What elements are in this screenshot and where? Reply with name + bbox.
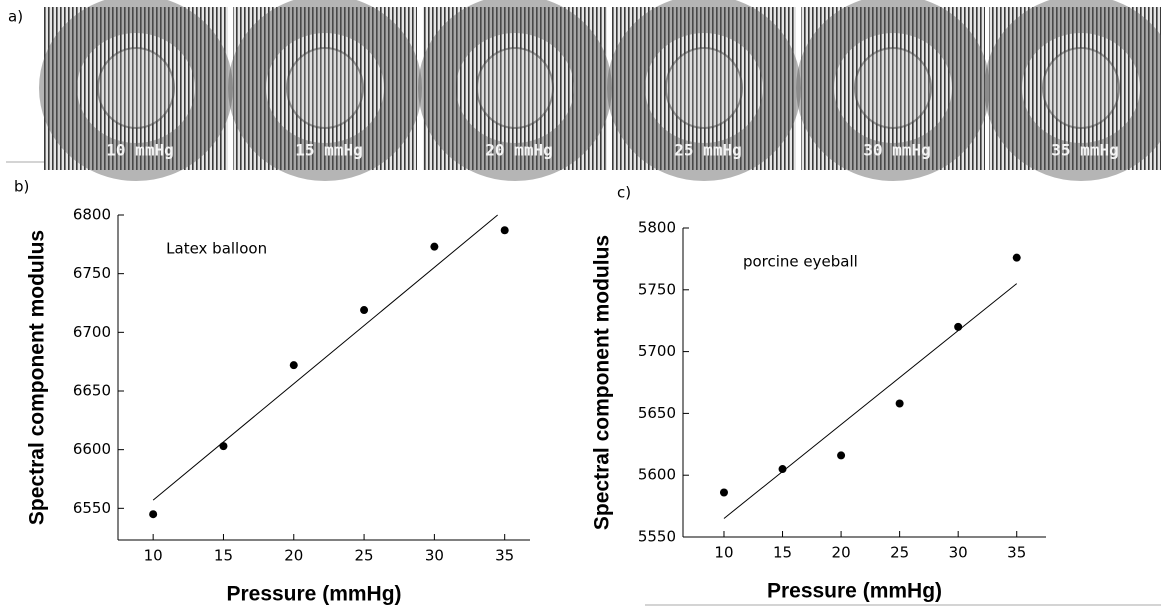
y-tick-label: 6550 <box>73 499 111 517</box>
point <box>837 451 845 459</box>
point <box>1013 254 1021 262</box>
y-tick-label: 5650 <box>638 404 676 422</box>
point <box>149 510 157 518</box>
y-tick-label: 5750 <box>638 280 676 298</box>
y-tick-label: 6800 <box>73 206 111 224</box>
point <box>501 226 509 234</box>
x-tick-label: 30 <box>425 547 444 565</box>
x-tick-label: 30 <box>949 544 968 562</box>
panel-label: c) <box>617 184 631 202</box>
ring-inner <box>855 48 931 128</box>
point <box>779 465 787 473</box>
y-tick-label: 6650 <box>73 381 111 399</box>
annotation: porcine eyeball <box>743 253 858 271</box>
image-label: 10 mmHg <box>106 141 173 160</box>
ring-inner <box>287 48 363 128</box>
point <box>896 400 904 408</box>
y-axis-label: Spectral component modulus <box>591 235 614 530</box>
y-tick-label: 5700 <box>638 342 676 360</box>
x-tick-label: 20 <box>284 547 303 565</box>
x-tick-label: 25 <box>890 544 909 562</box>
panel-label: a) <box>8 8 23 26</box>
x-tick-label: 35 <box>495 547 514 565</box>
x-tick-label: 35 <box>1007 544 1026 562</box>
panel-label: b) <box>14 178 29 196</box>
y-tick-label: 5600 <box>638 466 676 484</box>
image-label: 35 mmHg <box>1051 141 1118 160</box>
point <box>360 306 368 314</box>
y-tick-label: 6750 <box>73 264 111 282</box>
ring-inner <box>1043 48 1119 128</box>
x-axis-label: Pressure (mmHg) <box>767 580 942 603</box>
fit-line <box>724 284 1017 519</box>
y-tick-label: 6600 <box>73 440 111 458</box>
y-tick-label: 6700 <box>73 323 111 341</box>
x-axis-label: Pressure (mmHg) <box>226 583 401 606</box>
point <box>290 361 298 369</box>
point <box>219 442 227 450</box>
figure: a) 10 mmHg 15 mmHg 20 mmHg 25 mmHg 30 mmHg 35… <box>0 0 1161 609</box>
point <box>720 489 728 497</box>
image-label: 15 mmHg <box>295 141 362 160</box>
x-tick-label: 25 <box>355 547 374 565</box>
point <box>954 323 962 331</box>
x-tick-label: 15 <box>214 547 233 565</box>
image-label: 20 mmHg <box>485 141 552 160</box>
annotation: Latex balloon <box>166 240 267 258</box>
ring-inner <box>98 48 174 128</box>
x-tick-label: 20 <box>832 544 851 562</box>
x-tick-label: 15 <box>773 544 792 562</box>
y-axis-label: Spectral component modulus <box>26 230 49 525</box>
y-tick-label: 5550 <box>638 528 676 546</box>
y-tick-label: 5800 <box>638 219 676 237</box>
point <box>430 243 438 251</box>
fit-line <box>153 215 498 500</box>
ring-inner <box>666 48 742 128</box>
x-tick-label: 10 <box>144 547 163 565</box>
image-label: 25 mmHg <box>674 141 741 160</box>
image-label: 30 mmHg <box>863 141 930 160</box>
x-tick-label: 10 <box>714 544 733 562</box>
ring-inner <box>477 48 553 128</box>
